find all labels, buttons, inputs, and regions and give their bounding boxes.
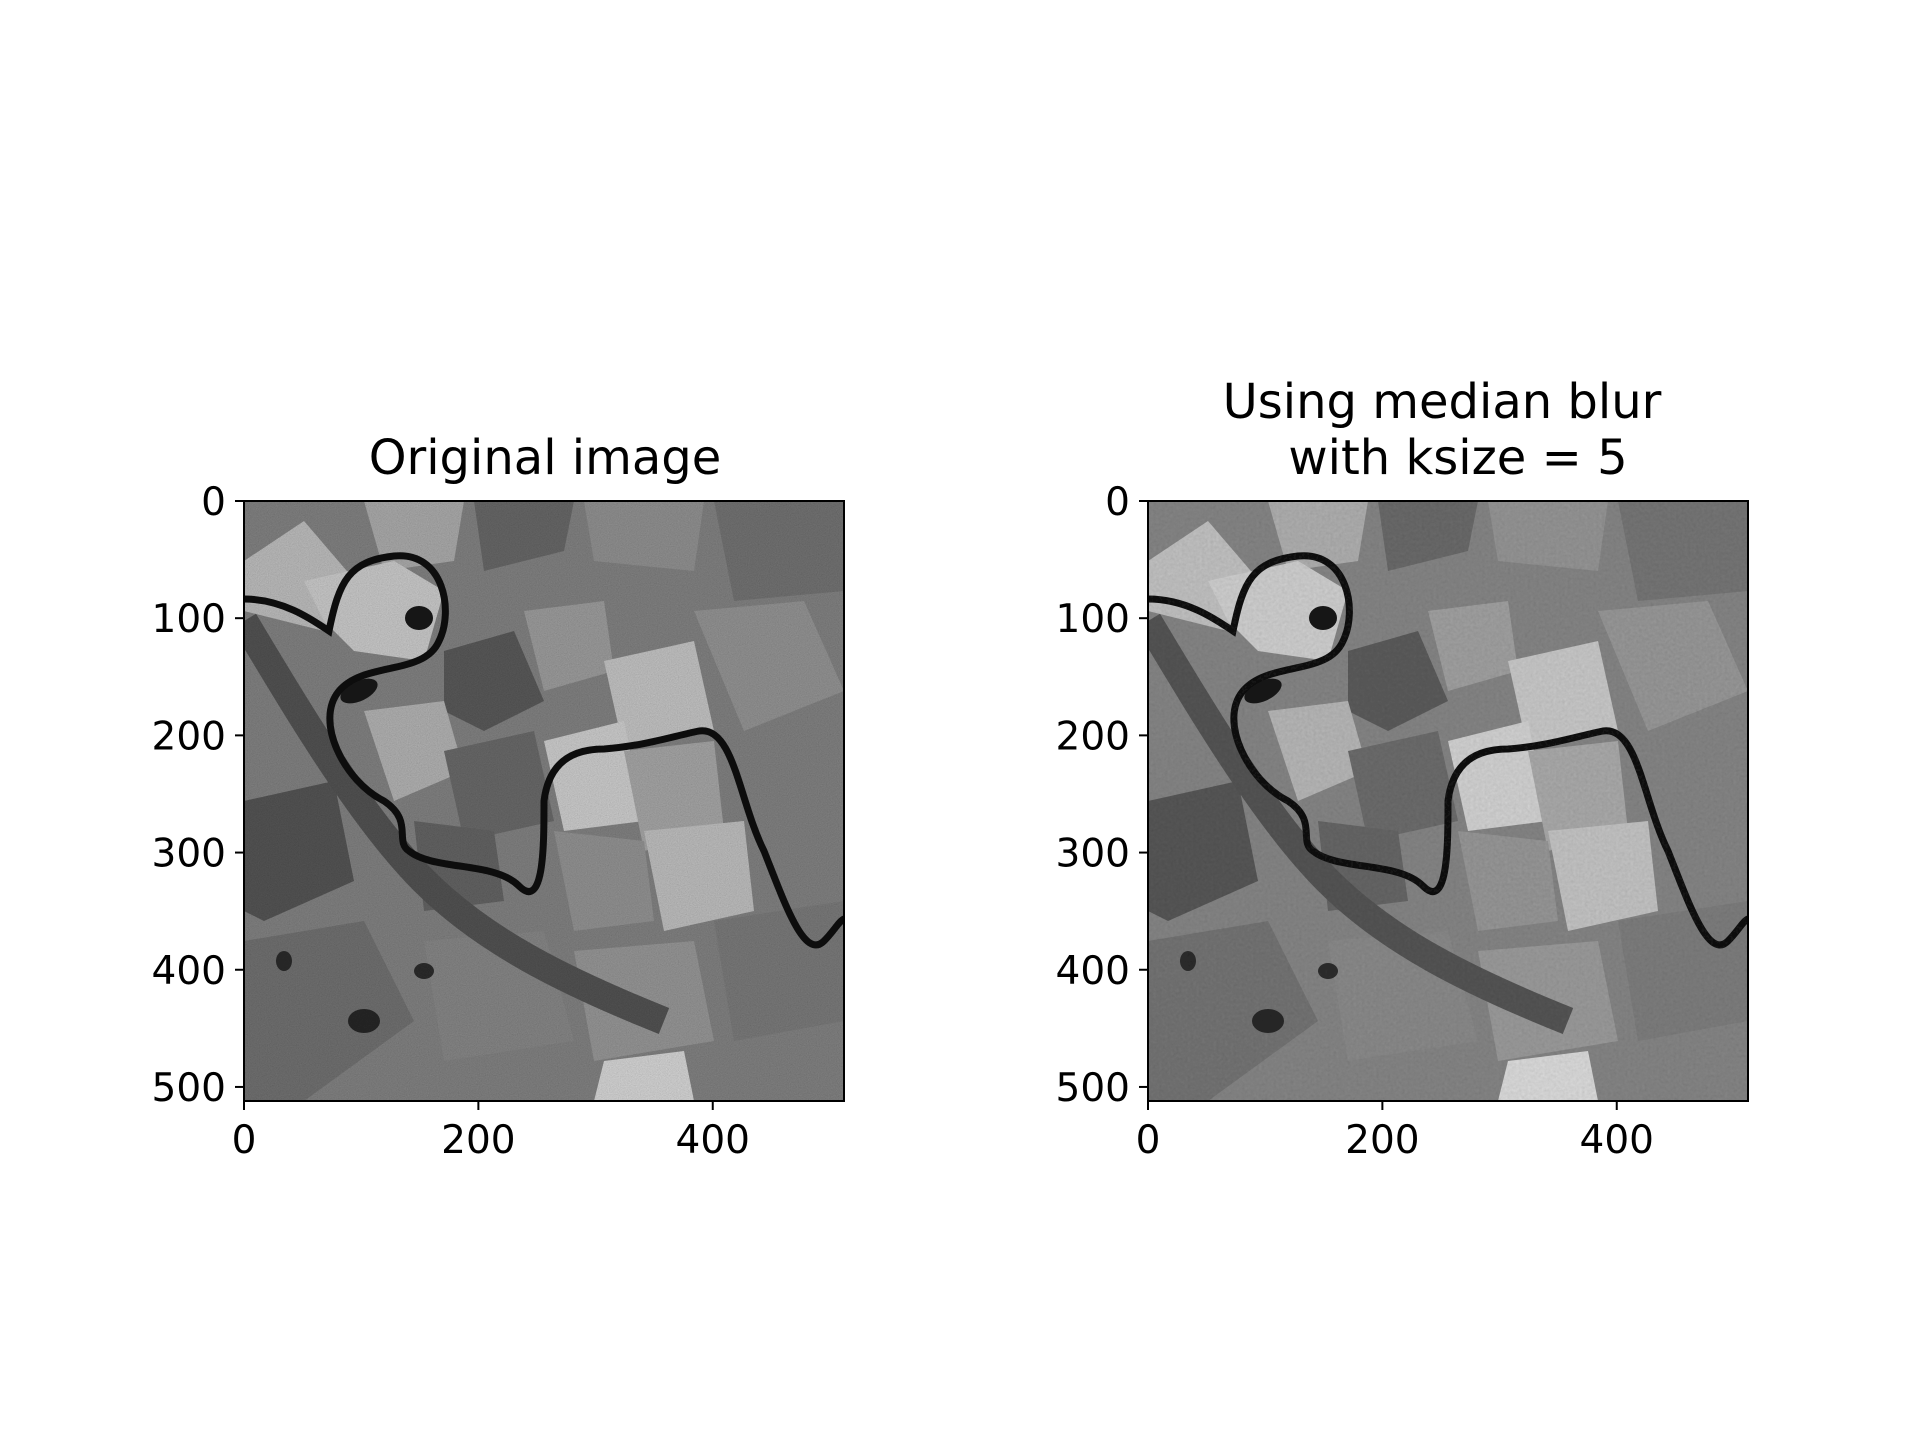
y-tick-label: 200 bbox=[152, 714, 226, 759]
x-tick-label: 0 bbox=[232, 1118, 257, 1163]
title-median-blur-line2: with ksize = 5 bbox=[1288, 430, 1627, 486]
x-tick-label: 400 bbox=[1580, 1118, 1654, 1163]
ticks-median-blur: 0 200 400 0 100 200 300 400 500 bbox=[1056, 480, 1654, 1163]
image-original bbox=[244, 501, 844, 1101]
y-tick-label: 400 bbox=[152, 949, 226, 994]
image-median-blur bbox=[1148, 501, 1748, 1101]
x-tick-label: 0 bbox=[1136, 1118, 1161, 1163]
x-tick-label: 400 bbox=[676, 1118, 750, 1163]
panel-median-blur: Using median blur with ksize = 5 0 200 400… bbox=[1056, 374, 1749, 1163]
x-tick-label: 200 bbox=[441, 1118, 515, 1163]
y-tick-label: 0 bbox=[201, 480, 226, 525]
x-tick-label: 200 bbox=[1345, 1118, 1419, 1163]
title-original: Original image bbox=[369, 430, 722, 486]
y-tick-label: 0 bbox=[1105, 480, 1130, 525]
axes-frame-original bbox=[243, 500, 845, 1102]
y-tick-label: 100 bbox=[1056, 597, 1130, 642]
panel-original: Original image 0 200 400 0 100 200 300 400 500 bbox=[152, 430, 845, 1163]
y-tick-label: 100 bbox=[152, 597, 226, 642]
y-tick-label: 300 bbox=[1056, 832, 1130, 877]
y-tick-label: 500 bbox=[152, 1066, 226, 1111]
axes-frame-median-blur bbox=[1147, 500, 1749, 1102]
y-tick-label: 200 bbox=[1056, 714, 1130, 759]
y-tick-label: 300 bbox=[152, 832, 226, 877]
y-tick-label: 400 bbox=[1056, 949, 1130, 994]
ticks-original: 0 200 400 0 100 200 300 400 500 bbox=[152, 480, 750, 1163]
y-tick-label: 500 bbox=[1056, 1066, 1130, 1111]
title-median-blur-line1: Using median blur bbox=[1223, 374, 1662, 430]
